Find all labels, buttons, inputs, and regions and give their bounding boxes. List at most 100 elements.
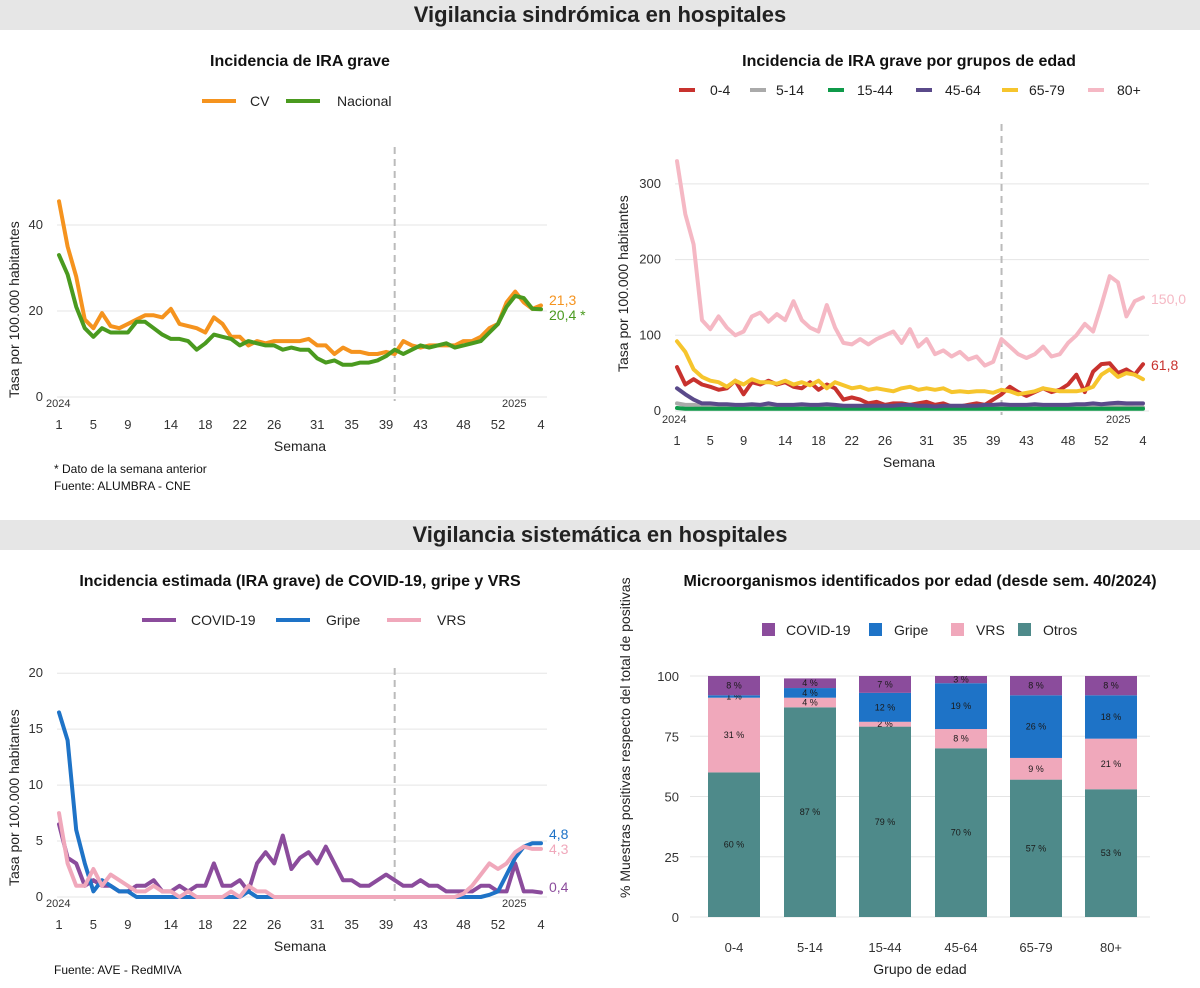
x-tick-label: 26 bbox=[878, 433, 892, 448]
series-line-45-64 bbox=[675, 386, 1145, 409]
plot-area: 0 100 200 300 1 5 9 14 18 22 26 31 35 39 43 48 52 4 61,8 15… bbox=[639, 124, 1186, 448]
year-end-label: 2025 bbox=[502, 898, 526, 910]
legend-label-80: 80+ bbox=[1117, 82, 1141, 98]
x-tick-label: 52 bbox=[1094, 433, 1108, 448]
series-line-80 bbox=[675, 159, 1145, 368]
x-tick-label: 35 bbox=[344, 917, 358, 932]
legend-label-gripe: Gripe bbox=[326, 612, 360, 628]
end-label-covid-19: 0,4 bbox=[549, 879, 569, 895]
bar-label-gripe-15-44: 12 % bbox=[875, 702, 896, 712]
bar-label-gripe-0-4: 1 % bbox=[726, 691, 742, 701]
x-tick-label: 5 bbox=[707, 433, 714, 448]
legend: CV Nacional bbox=[202, 93, 391, 109]
note-source: Fuente: ALUMBRA - CNE bbox=[54, 479, 191, 493]
bar-vrs-0-4 bbox=[708, 697, 760, 773]
end-label-80: 150,0 bbox=[1151, 291, 1186, 307]
chart-title: Incidencia estimada (IRA grave) de COVID… bbox=[79, 573, 521, 590]
y-axis-label: % Muestras positivas respecto del total … bbox=[617, 577, 633, 898]
bar-label-gripe-45-64: 19 % bbox=[951, 701, 972, 711]
legend: COVID-19 Gripe VRS bbox=[142, 612, 466, 628]
series-line-cv bbox=[57, 199, 543, 356]
x-tick-label: 45-64 bbox=[944, 940, 977, 955]
x-tick-label: 31 bbox=[919, 433, 933, 448]
bar-vrs-15-44 bbox=[859, 721, 911, 727]
legend-swatch-otros bbox=[1018, 623, 1031, 636]
year-start-label: 2024 bbox=[662, 414, 686, 426]
bar-label-otros-0-4: 60 % bbox=[724, 840, 745, 850]
legend-label-nacional: Nacional bbox=[337, 93, 391, 109]
legend-label-vrs: VRS bbox=[437, 612, 466, 628]
plot-area: 0 20 40 1 5 9 14 18 22 26 31 35 39 43 48 52 4 21,320,4 * bbox=[29, 147, 586, 432]
x-tick-label: 0-4 bbox=[725, 940, 744, 955]
bar-label-vrs-5-14: 4 % bbox=[802, 698, 818, 708]
bar-label-vrs-80: 21 % bbox=[1101, 759, 1122, 769]
bar-covid-19-65-79 bbox=[1010, 676, 1062, 696]
bar-gripe-15-44 bbox=[859, 692, 911, 722]
y-tick-label: 15 bbox=[29, 721, 43, 736]
bar-gripe-0-4 bbox=[708, 695, 760, 698]
legend-label-vrs: VRS bbox=[976, 622, 1005, 638]
year-end-label: 2025 bbox=[1106, 414, 1130, 426]
x-tick-label: 48 bbox=[1061, 433, 1075, 448]
y-tick-label: 75 bbox=[665, 729, 679, 744]
chart-title: Incidencia de IRA grave bbox=[210, 53, 390, 70]
legend: 0-4 5-14 15-44 45-64 65-79 80+ bbox=[679, 82, 1141, 98]
legend-label-covid: COVID-19 bbox=[191, 612, 256, 628]
y-axis-label: Tasa por 100.000 habitantes bbox=[6, 221, 22, 398]
bar-otros-0-4 bbox=[708, 772, 760, 917]
x-axis-label: Semana bbox=[274, 938, 326, 954]
y-tick-label: 20 bbox=[29, 303, 43, 318]
x-tick-label: 39 bbox=[379, 917, 393, 932]
x-tick-label: 5 bbox=[90, 917, 97, 932]
bar-label-vrs-45-64: 8 % bbox=[953, 734, 969, 744]
x-tick-label: 31 bbox=[310, 417, 324, 432]
y-tick-label: 0 bbox=[36, 389, 43, 404]
chart-microorganismos-edad: Microorganismos identificados por edad (… bbox=[617, 573, 1157, 977]
series-line-65-79 bbox=[675, 339, 1145, 397]
x-axis-label: Grupo de edad bbox=[873, 961, 966, 977]
note-source: Fuente: AVE - RedMIVA bbox=[54, 963, 182, 977]
bar-label-gripe-80: 18 % bbox=[1101, 712, 1122, 722]
x-tick-label: 15-44 bbox=[868, 940, 901, 955]
end-label-0-4: 61,8 bbox=[1151, 357, 1178, 373]
legend-label-5-14: 5-14 bbox=[776, 82, 804, 98]
end-label-cv: 21,3 bbox=[549, 292, 576, 308]
y-tick-label: 25 bbox=[665, 850, 679, 865]
x-tick-label: 4 bbox=[1139, 433, 1146, 448]
bar-label-covid-19-15-44: 7 % bbox=[877, 679, 893, 689]
bar-label-vrs-0-4: 31 % bbox=[724, 730, 745, 740]
y-tick-label: 50 bbox=[665, 790, 679, 805]
section-title-sindromica: Vigilancia sindrómica en hospitales bbox=[0, 0, 1200, 30]
y-tick-label: 0 bbox=[672, 910, 679, 925]
x-tick-label: 18 bbox=[198, 917, 212, 932]
bar-label-otros-5-14: 87 % bbox=[800, 807, 821, 817]
x-tick-label: 1 bbox=[55, 417, 62, 432]
bar-label-covid-19-45-64: 3 % bbox=[953, 675, 969, 685]
bar-otros-15-44 bbox=[859, 726, 911, 917]
series-line-covid-19 bbox=[57, 822, 543, 895]
y-tick-label: 200 bbox=[639, 252, 661, 267]
x-tick-label: 52 bbox=[491, 917, 505, 932]
y-tick-label: 20 bbox=[29, 665, 43, 680]
bar-label-covid-19-65-79: 8 % bbox=[1028, 681, 1044, 691]
chart-ira-grave: Incidencia de IRA grave CV Nacional Tasa… bbox=[6, 53, 586, 493]
legend-swatch-vrs bbox=[951, 623, 964, 636]
chart-title: Incidencia de IRA grave por grupos de ed… bbox=[742, 53, 1076, 70]
x-tick-label: 39 bbox=[986, 433, 1000, 448]
bar-vrs-45-64 bbox=[935, 729, 987, 749]
x-tick-label: 22 bbox=[233, 917, 247, 932]
x-tick-label: 65-79 bbox=[1019, 940, 1052, 955]
legend-label-65-79: 65-79 bbox=[1029, 82, 1065, 98]
legend-label-otros: Otros bbox=[1043, 622, 1077, 638]
section-title-sistematica: Vigilancia sistemática en hospitales bbox=[0, 520, 1200, 550]
x-tick-label: 1 bbox=[55, 917, 62, 932]
series-line-gripe bbox=[57, 710, 543, 899]
bar-otros-80 bbox=[1085, 789, 1137, 917]
legend-label-45-64: 45-64 bbox=[945, 82, 981, 98]
x-tick-label: 22 bbox=[233, 417, 247, 432]
bar-covid-19-80 bbox=[1085, 676, 1137, 696]
note-asterisk: * Dato de la semana anterior bbox=[54, 462, 207, 476]
x-tick-label: 4 bbox=[537, 417, 544, 432]
x-tick-label: 48 bbox=[456, 417, 470, 432]
